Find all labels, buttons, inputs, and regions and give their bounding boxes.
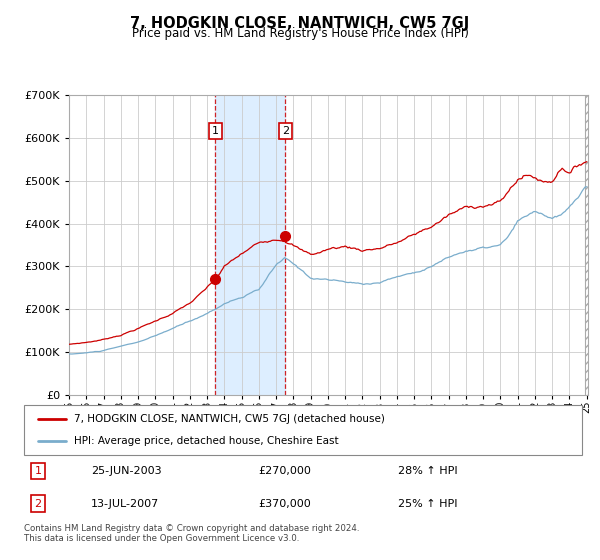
Text: 7, HODGKIN CLOSE, NANTWICH, CW5 7GJ: 7, HODGKIN CLOSE, NANTWICH, CW5 7GJ [130,16,470,31]
Text: 25% ↑ HPI: 25% ↑ HPI [398,498,457,508]
Bar [215,95,285,395]
Text: Contains HM Land Registry data © Crown copyright and database right 2024.
This d: Contains HM Land Registry data © Crown c… [24,524,359,543]
Text: HPI: Average price, detached house, Cheshire East: HPI: Average price, detached house, Ches… [74,436,339,446]
Text: 1: 1 [34,466,41,477]
Text: £270,000: £270,000 [259,466,311,477]
Text: 1: 1 [212,126,219,136]
Text: £370,000: £370,000 [259,498,311,508]
Text: 13-JUL-2007: 13-JUL-2007 [91,498,159,508]
Text: 2: 2 [34,498,41,508]
FancyBboxPatch shape [24,405,582,455]
Text: Price paid vs. HM Land Registry's House Price Index (HPI): Price paid vs. HM Land Registry's House … [131,27,469,40]
Text: 7, HODGKIN CLOSE, NANTWICH, CW5 7GJ (detached house): 7, HODGKIN CLOSE, NANTWICH, CW5 7GJ (det… [74,414,385,424]
Text: 28% ↑ HPI: 28% ↑ HPI [398,466,457,477]
Text: 2: 2 [282,126,289,136]
Bar [585,95,588,395]
Text: 25-JUN-2003: 25-JUN-2003 [91,466,161,477]
